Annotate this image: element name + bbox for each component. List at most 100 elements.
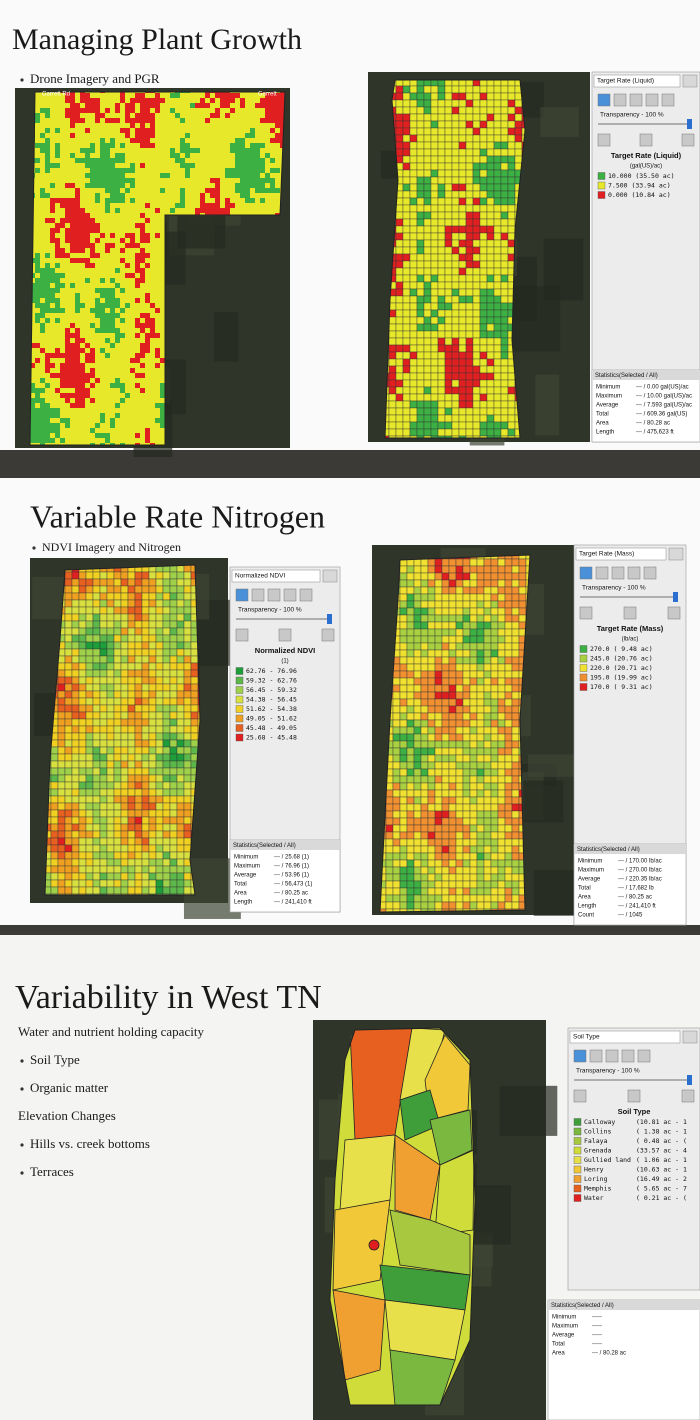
field-cell [30, 383, 35, 388]
field-cell [416, 120, 425, 129]
field-cell [145, 423, 150, 428]
field-cell [437, 183, 446, 192]
field-cell [145, 328, 150, 333]
field-cell [100, 173, 105, 178]
field-cell [200, 158, 205, 163]
field-cell [30, 338, 35, 343]
field-cell [402, 274, 411, 283]
field-cell [105, 408, 110, 413]
field-cell [155, 413, 160, 418]
field-cell [220, 173, 225, 178]
field-cell [70, 433, 75, 438]
field-cell [195, 208, 200, 213]
field-cell [55, 373, 60, 378]
field-cell [200, 98, 205, 103]
field-cell [493, 274, 502, 283]
field-cell [472, 260, 481, 269]
field-cell [150, 118, 155, 123]
field-cell [160, 278, 165, 283]
field-cell [200, 133, 205, 138]
field-cell [50, 318, 55, 323]
field-cell [40, 288, 45, 293]
field-cell [190, 108, 195, 113]
field-cell [95, 318, 100, 323]
field-cell [135, 93, 140, 98]
field-cell [90, 133, 95, 138]
field-cell [80, 138, 85, 143]
field-cell [140, 263, 145, 268]
field-cell [465, 274, 474, 283]
field-cell [130, 188, 135, 193]
field-cell [55, 308, 60, 313]
field-cell [30, 303, 35, 308]
field-cell [135, 363, 140, 368]
field-cell [395, 246, 404, 255]
field-cell [35, 123, 40, 128]
field-cell [100, 128, 105, 133]
field-cell [180, 98, 185, 103]
field-cell [250, 128, 255, 133]
field-cell [125, 168, 130, 173]
field-cell [500, 155, 509, 164]
field-cell [260, 163, 265, 168]
field-cell [230, 113, 235, 118]
field-cell [130, 313, 135, 318]
field-cell [210, 153, 215, 158]
field-cell [95, 343, 100, 348]
field-cell [60, 178, 65, 183]
field-cell [395, 99, 404, 108]
field-cell [65, 163, 70, 168]
field-cell [165, 133, 170, 138]
field-cell [155, 373, 160, 378]
field-cell [430, 197, 439, 206]
field-cell [125, 253, 130, 258]
field-cell [65, 408, 70, 413]
field-cell [444, 148, 453, 157]
field-cell [150, 363, 155, 368]
field-cell [120, 223, 125, 228]
field-cell [60, 173, 65, 178]
field-cell [100, 268, 105, 273]
field-cell [479, 190, 488, 199]
field-cell [100, 133, 105, 138]
field-cell [140, 98, 145, 103]
field-cell [479, 225, 488, 234]
field-cell [85, 348, 90, 353]
field-cell [45, 288, 50, 293]
field-cell [165, 128, 170, 133]
field-cell [120, 353, 125, 358]
field-cell [235, 173, 240, 178]
field-cell [120, 218, 125, 223]
field-cell [195, 148, 200, 153]
field-cell [458, 85, 467, 94]
field-cell [140, 273, 145, 278]
field-cell [260, 198, 265, 203]
field-cell [30, 438, 35, 443]
field-cell [130, 108, 135, 113]
field-cell [200, 188, 205, 193]
field-cell [270, 193, 275, 198]
field-cell [50, 333, 55, 338]
field-cell [95, 368, 100, 373]
field-cell [145, 313, 150, 318]
field-cell [125, 303, 130, 308]
field-cell [125, 328, 130, 333]
field-cell [160, 353, 165, 358]
field-cell [423, 120, 432, 129]
field-cell [260, 133, 265, 138]
field-cell [230, 93, 235, 98]
field-cell [170, 138, 175, 143]
field-cell [100, 293, 105, 298]
field-cell [60, 348, 65, 353]
field-cell [416, 246, 425, 255]
field-cell [120, 318, 125, 323]
field-cell [451, 232, 460, 241]
field-cell [55, 403, 60, 408]
field-cell [115, 183, 120, 188]
field-cell [100, 153, 105, 158]
field-cell [465, 190, 474, 199]
field-cell [150, 443, 155, 445]
field-cell [160, 333, 165, 338]
field-cell [80, 428, 85, 433]
field-cell [430, 211, 439, 220]
